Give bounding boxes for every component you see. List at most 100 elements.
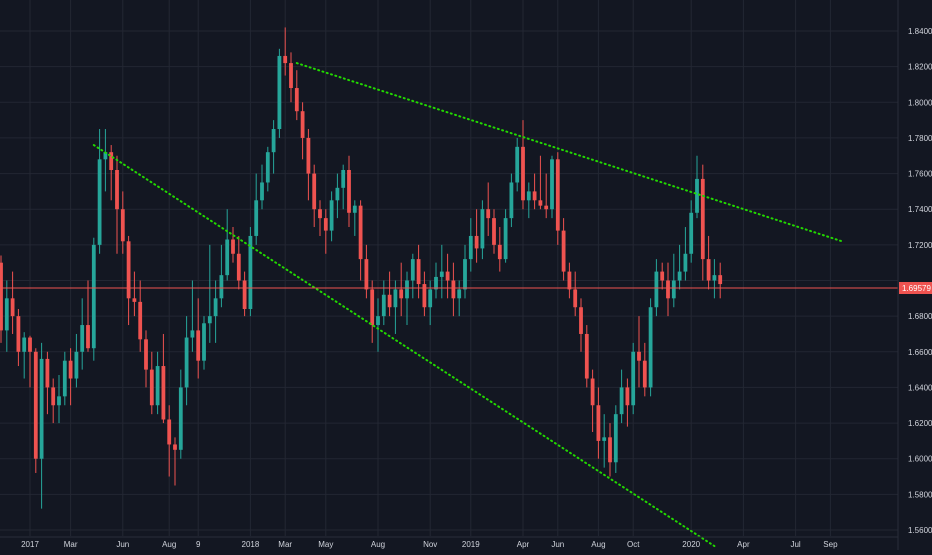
candle-body [0, 262, 3, 331]
candle-body [637, 351, 641, 361]
candle-body [341, 170, 346, 188]
candle [561, 218, 566, 281]
price-tag-label: 1.69579 [902, 284, 931, 293]
candle [329, 191, 334, 242]
candle [173, 437, 177, 486]
candle-body [405, 280, 409, 299]
candle [666, 262, 670, 317]
price-tick-label: 1.64000 [908, 383, 932, 392]
candle [480, 200, 485, 260]
candle [39, 342, 44, 509]
candle-body [671, 280, 676, 299]
candle [509, 173, 514, 228]
candle-body [486, 209, 491, 219]
candle-body [62, 360, 67, 397]
price-tick-label: 1.82000 [908, 63, 932, 72]
candle-body [468, 235, 473, 260]
candle [161, 333, 166, 424]
candle [544, 173, 549, 219]
price-tick-label: 1.76000 [908, 170, 932, 179]
candle-body [300, 111, 305, 138]
candle [410, 253, 415, 299]
candle-body [526, 191, 531, 201]
candle [306, 129, 311, 201]
candle [602, 414, 607, 468]
time-tick-label: 2019 [462, 540, 480, 549]
candle-body [544, 205, 549, 210]
candle-body [410, 259, 415, 281]
candle-body [231, 239, 235, 254]
candle-body [120, 209, 125, 242]
candle [457, 280, 462, 317]
candle [625, 378, 630, 427]
candle [0, 255, 3, 343]
time-tick-label: Jun [551, 540, 564, 549]
candle-body [196, 330, 201, 361]
candle-body [521, 146, 525, 201]
candle [521, 120, 525, 210]
price-tick-label: 1.56000 [908, 526, 932, 535]
candle [671, 253, 676, 308]
candle [416, 244, 421, 299]
candle [254, 173, 259, 245]
candle [97, 129, 102, 254]
price-axis[interactable]: 1.84000 1.82000 1.80000 1.78000 1.76000 1.740… [897, 0, 932, 550]
candle-body [358, 205, 363, 260]
candle-body [103, 152, 108, 160]
candle [584, 325, 589, 388]
candle [677, 244, 682, 290]
price-tick-label: 1.80000 [908, 98, 932, 107]
candle [68, 348, 73, 406]
candle [608, 423, 612, 477]
candle-body [149, 369, 154, 406]
candle [347, 155, 351, 228]
candle [335, 173, 340, 219]
candle-body [283, 55, 288, 64]
candle-body [173, 444, 177, 450]
candle-body [45, 358, 50, 388]
candle-body [712, 275, 717, 281]
candle-body [10, 298, 15, 317]
candle [352, 200, 357, 236]
candle [271, 120, 276, 174]
candle-body [57, 396, 61, 406]
candle-body [474, 235, 479, 249]
candle-body [497, 244, 502, 260]
candle [155, 351, 160, 415]
candle-body [16, 316, 21, 352]
candle [613, 405, 618, 473]
candle-body [97, 159, 102, 245]
candle [51, 378, 56, 424]
candle-body [381, 294, 386, 317]
candle-body [608, 437, 612, 463]
candle-body [39, 358, 44, 459]
candle [109, 145, 114, 201]
candle [695, 155, 699, 219]
candle-body [236, 253, 241, 281]
candle-body [86, 325, 90, 349]
time-tick-label: 2018 [242, 540, 260, 549]
candle [596, 387, 601, 459]
time-tick-label: Oct [627, 540, 640, 549]
candle [318, 200, 322, 236]
candle-body [28, 337, 32, 352]
time-axis[interactable]: 2017 Mar Jun Aug 9 2018 Mar May Aug Nov 2019 Apr Jun… [0, 536, 898, 549]
candle [80, 298, 85, 370]
candle-body [457, 289, 462, 299]
candle-body [68, 360, 73, 379]
candle-body [248, 235, 253, 310]
candle [405, 271, 409, 326]
candle [631, 342, 636, 415]
candle [567, 262, 572, 299]
candle [115, 155, 119, 254]
candle [573, 271, 578, 317]
candle-body [677, 271, 682, 281]
candle [387, 271, 392, 317]
price-tick-label: 1.68000 [908, 312, 932, 321]
candle [683, 227, 688, 281]
candle-body [439, 271, 444, 277]
candle [265, 146, 270, 192]
candle-body [126, 241, 131, 299]
candle [550, 155, 554, 219]
